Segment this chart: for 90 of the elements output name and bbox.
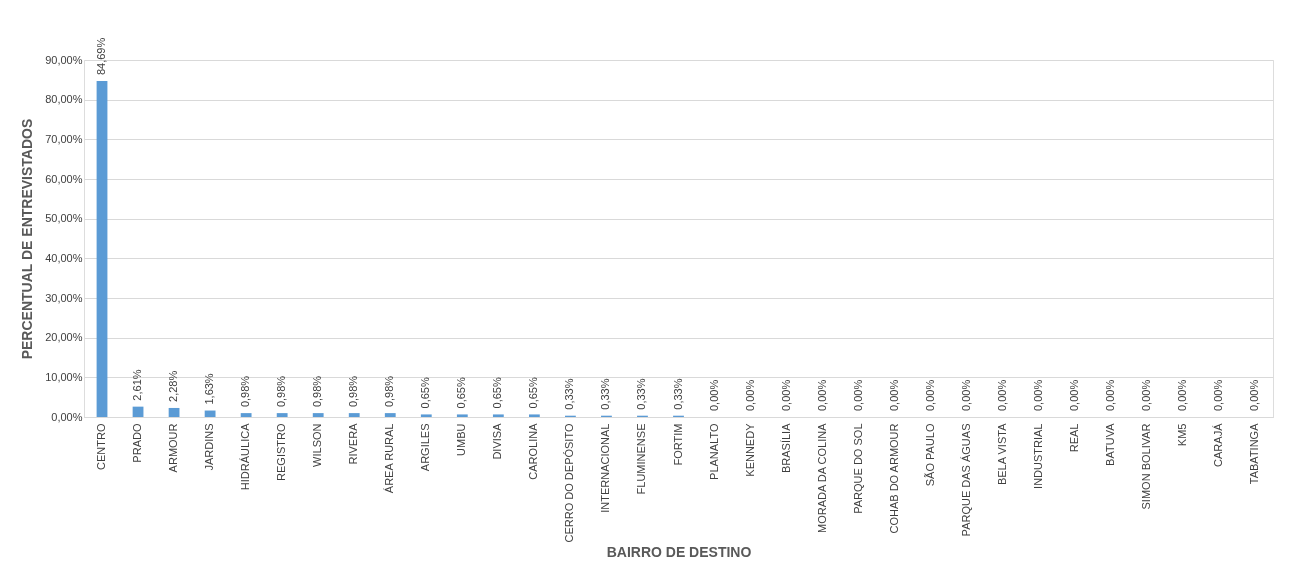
data-label: 0,98% bbox=[311, 375, 324, 408]
data-label: 0,00% bbox=[743, 379, 756, 411]
data-label: 0,98% bbox=[383, 375, 396, 408]
data-label: 0,00% bbox=[1067, 379, 1080, 411]
x-tick-label: HIDRÁULICA bbox=[239, 422, 252, 491]
data-label: 0,00% bbox=[779, 379, 792, 411]
x-tick-label: COHAB DO ARMOUR bbox=[887, 423, 900, 534]
y-tick-label: 70,00% bbox=[45, 132, 83, 145]
data-label: 0,33% bbox=[599, 378, 612, 410]
y-tick-label: 90,00% bbox=[45, 53, 83, 66]
data-label: 0,00% bbox=[815, 379, 828, 411]
x-tick-label: FLUMINENSE bbox=[635, 423, 648, 495]
y-tick-label: 20,00% bbox=[45, 331, 83, 344]
data-label: 0,65% bbox=[455, 377, 468, 409]
bar bbox=[96, 81, 108, 417]
x-tick-label: SIMON BOLIVAR bbox=[1139, 423, 1152, 510]
y-tick-label: 10,00% bbox=[45, 370, 83, 383]
x-tick-label: BRASÍLIA bbox=[779, 422, 792, 474]
data-label: 0,33% bbox=[671, 378, 684, 410]
bar bbox=[384, 413, 396, 417]
x-tick-label: TABATINGA bbox=[1247, 422, 1260, 485]
x-tick-label: PARQUE DO SOL bbox=[851, 423, 864, 514]
bar bbox=[456, 414, 468, 417]
bar bbox=[240, 413, 252, 417]
x-tick-label: CERRO DO DEPÓSITO bbox=[563, 423, 576, 543]
data-label: 0,00% bbox=[1031, 379, 1044, 411]
x-tick-label: CARAJÁ bbox=[1211, 422, 1224, 467]
bar bbox=[420, 414, 432, 417]
data-label: 0,98% bbox=[275, 375, 288, 408]
data-label: 0,00% bbox=[1211, 379, 1224, 411]
x-tick-label: BATUVA bbox=[1103, 422, 1116, 466]
x-tick-label: PRADO bbox=[131, 423, 144, 463]
bar bbox=[492, 414, 504, 417]
x-tick-label: CENTRO bbox=[95, 423, 108, 470]
y-tick-label: 40,00% bbox=[45, 251, 83, 264]
bar bbox=[168, 407, 180, 417]
data-label: 0,00% bbox=[1103, 379, 1116, 411]
bar bbox=[276, 413, 288, 417]
bar bbox=[348, 413, 360, 417]
x-tick-label: ARMOUR bbox=[167, 423, 180, 473]
x-tick-label: WILSON bbox=[311, 423, 324, 467]
bar bbox=[204, 410, 216, 417]
data-label: 0,65% bbox=[527, 377, 540, 409]
x-tick-label: BELA VISTA bbox=[995, 422, 1008, 486]
x-tick-label: PLANALTO bbox=[707, 423, 720, 480]
data-label: 1,63% bbox=[203, 373, 216, 405]
data-label: 0,33% bbox=[635, 378, 648, 410]
data-label: 0,00% bbox=[959, 379, 972, 411]
y-tick-label: 0,00% bbox=[51, 410, 83, 423]
data-label: 2,61% bbox=[131, 369, 144, 401]
x-tick-label: INTERNACIONAL bbox=[599, 423, 612, 513]
x-tick-label: PARQUE DAS ÁGUAS bbox=[959, 423, 972, 537]
x-tick-label: SÃO PAULO bbox=[923, 423, 936, 487]
y-tick-label: 60,00% bbox=[45, 172, 83, 185]
x-tick-label: ÁREA RURAL bbox=[383, 423, 396, 494]
x-tick-label: MORADA DA COLINA bbox=[815, 422, 828, 533]
data-label: 0,00% bbox=[707, 379, 720, 411]
x-tick-label: DIVISA bbox=[491, 422, 504, 460]
x-tick-label: RIVERA bbox=[347, 422, 360, 465]
y-tick-label: 30,00% bbox=[45, 291, 83, 304]
data-label: 0,00% bbox=[1247, 379, 1260, 411]
x-tick-label: INDUSTRIAL bbox=[1031, 423, 1044, 489]
x-axis-title: BAIRRO DE DESTINO bbox=[606, 544, 752, 561]
data-label: 0,65% bbox=[419, 377, 432, 409]
x-tick-label: JARDINS bbox=[203, 423, 216, 471]
bar bbox=[528, 414, 540, 417]
y-tick-label: 80,00% bbox=[45, 93, 83, 106]
data-label: 0,98% bbox=[239, 375, 252, 408]
y-tick-label: 50,00% bbox=[45, 212, 83, 225]
x-tick-label: ARGILES bbox=[419, 423, 432, 472]
data-label: 0,98% bbox=[347, 375, 360, 408]
x-tick-label: REGISTRO bbox=[275, 423, 288, 481]
data-label: 0,00% bbox=[995, 379, 1008, 411]
data-label: 2,28% bbox=[167, 370, 180, 402]
data-label: 0,00% bbox=[1175, 379, 1188, 411]
x-tick-label: KM5 bbox=[1175, 423, 1188, 447]
data-label: 0,00% bbox=[923, 379, 936, 411]
y-axis-title: PERCENTUAL DE ENTREVISTADOS bbox=[19, 118, 36, 360]
data-label: 0,00% bbox=[851, 379, 864, 411]
data-label: 0,00% bbox=[1139, 379, 1152, 411]
data-label: 84,69% bbox=[95, 37, 108, 76]
x-tick-label: FORTIM bbox=[671, 423, 684, 466]
x-tick-label: UMBU bbox=[455, 423, 468, 456]
data-label: 0,33% bbox=[563, 378, 576, 410]
x-tick-label: REAL bbox=[1067, 423, 1080, 453]
data-label: 0,65% bbox=[491, 377, 504, 409]
data-label: 0,00% bbox=[887, 379, 900, 411]
x-tick-label: CAROLINA bbox=[527, 422, 540, 480]
bar bbox=[312, 413, 324, 417]
x-tick-label: KENNEDY bbox=[743, 422, 756, 477]
